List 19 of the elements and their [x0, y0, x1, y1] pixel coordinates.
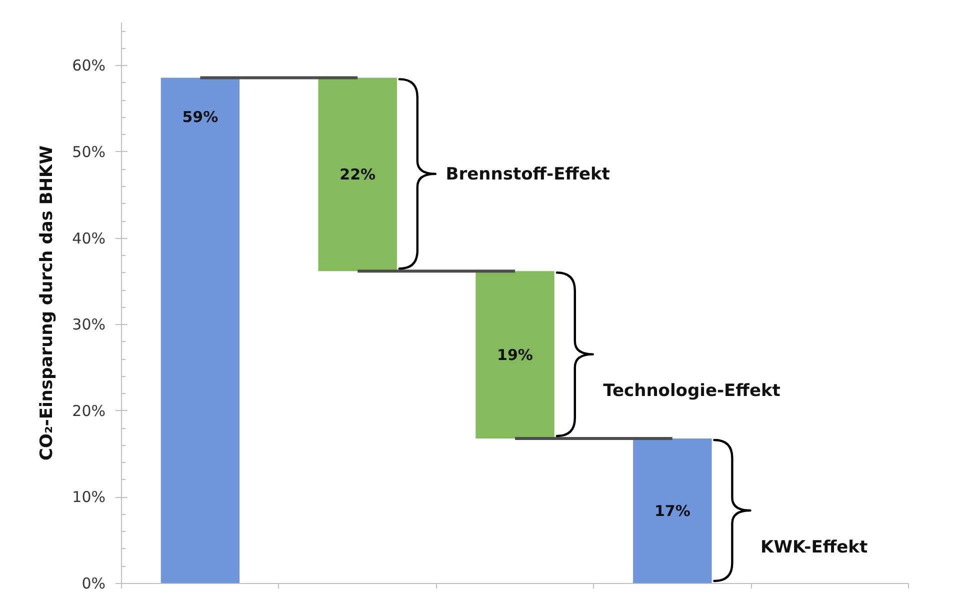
bar [476, 271, 554, 439]
y-tick-label: 40% [72, 229, 106, 248]
data-label: 17% [654, 502, 690, 520]
data-label: 22% [340, 165, 376, 184]
y-tick-label: 30% [72, 316, 106, 334]
bar [633, 438, 712, 584]
data-label: 59% [182, 108, 218, 126]
data-label: 19% [497, 346, 533, 364]
annotation: Technologie-Effekt [603, 381, 780, 402]
y-tick-label: 0% [82, 574, 106, 592]
y-tick-label: 60% [72, 56, 106, 75]
bar [318, 78, 397, 272]
annotation: Brennstoff-Effekt [446, 164, 610, 184]
bar [160, 78, 240, 584]
y-tick-label: 20% [72, 402, 106, 420]
annotation: KWK-Effekt [760, 537, 868, 558]
y-axis-title: CO₂-Einsparung durch das BHKW [37, 145, 58, 460]
y-tick-label: 10% [72, 488, 106, 506]
y-tick-label: 50% [72, 142, 106, 161]
